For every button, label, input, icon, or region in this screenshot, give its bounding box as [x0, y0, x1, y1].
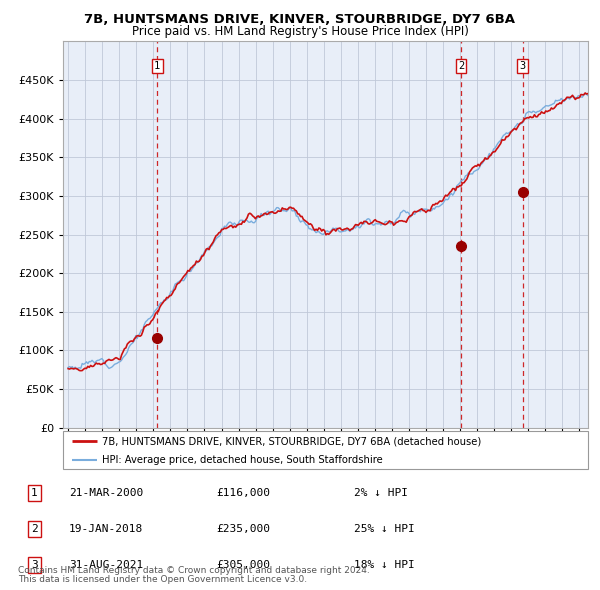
- Text: 2: 2: [458, 61, 464, 71]
- Text: 2% ↓ HPI: 2% ↓ HPI: [354, 488, 408, 497]
- Text: 3: 3: [520, 61, 526, 71]
- Text: This data is licensed under the Open Government Licence v3.0.: This data is licensed under the Open Gov…: [18, 575, 307, 584]
- Text: Price paid vs. HM Land Registry's House Price Index (HPI): Price paid vs. HM Land Registry's House …: [131, 25, 469, 38]
- Text: 7B, HUNTSMANS DRIVE, KINVER, STOURBRIDGE, DY7 6BA (detached house): 7B, HUNTSMANS DRIVE, KINVER, STOURBRIDGE…: [103, 437, 482, 447]
- Text: 31-AUG-2021: 31-AUG-2021: [69, 560, 143, 569]
- Text: £235,000: £235,000: [216, 524, 270, 533]
- Text: 1: 1: [31, 488, 38, 497]
- Text: 18% ↓ HPI: 18% ↓ HPI: [354, 560, 415, 569]
- Text: Contains HM Land Registry data © Crown copyright and database right 2024.: Contains HM Land Registry data © Crown c…: [18, 566, 370, 575]
- FancyBboxPatch shape: [63, 431, 588, 469]
- Text: 3: 3: [31, 560, 38, 569]
- Text: £305,000: £305,000: [216, 560, 270, 569]
- Text: 25% ↓ HPI: 25% ↓ HPI: [354, 524, 415, 533]
- Text: 21-MAR-2000: 21-MAR-2000: [69, 488, 143, 497]
- Text: 2: 2: [31, 524, 38, 533]
- Text: 7B, HUNTSMANS DRIVE, KINVER, STOURBRIDGE, DY7 6BA: 7B, HUNTSMANS DRIVE, KINVER, STOURBRIDGE…: [85, 13, 515, 26]
- Text: 1: 1: [154, 61, 160, 71]
- Text: £116,000: £116,000: [216, 488, 270, 497]
- Text: HPI: Average price, detached house, South Staffordshire: HPI: Average price, detached house, Sout…: [103, 455, 383, 464]
- Text: 19-JAN-2018: 19-JAN-2018: [69, 524, 143, 533]
